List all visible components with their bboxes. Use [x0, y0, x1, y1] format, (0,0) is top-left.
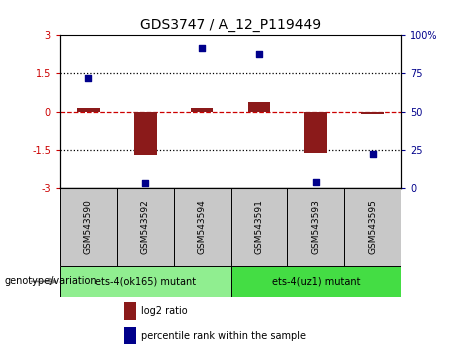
Point	[142, 180, 149, 186]
Point	[85, 75, 92, 81]
Text: GSM543593: GSM543593	[311, 199, 320, 254]
Text: genotype/variation: genotype/variation	[5, 276, 97, 286]
Text: percentile rank within the sample: percentile rank within the sample	[141, 331, 306, 341]
Bar	[60, 266, 230, 297]
Text: GSM543594: GSM543594	[198, 199, 207, 254]
Bar	[304, 112, 327, 153]
Text: log2 ratio: log2 ratio	[141, 306, 187, 316]
Bar	[124, 302, 136, 320]
Bar	[230, 188, 287, 266]
Bar	[134, 112, 157, 155]
Text: ets-4(uz1) mutant: ets-4(uz1) mutant	[272, 276, 360, 286]
Text: GSM543591: GSM543591	[254, 199, 263, 254]
Bar	[361, 112, 384, 114]
Point	[255, 51, 263, 57]
Bar	[344, 188, 401, 266]
Text: GSM543595: GSM543595	[368, 199, 377, 254]
Bar	[230, 266, 401, 297]
Title: GDS3747 / A_12_P119449: GDS3747 / A_12_P119449	[140, 18, 321, 32]
Bar	[287, 188, 344, 266]
Point	[198, 45, 206, 50]
Text: GSM543592: GSM543592	[141, 199, 150, 254]
Point	[369, 151, 376, 157]
Bar	[60, 188, 117, 266]
Text: ets-4(ok165) mutant: ets-4(ok165) mutant	[95, 276, 196, 286]
Bar	[174, 188, 230, 266]
Text: GSM543590: GSM543590	[84, 199, 93, 254]
Bar	[124, 327, 136, 344]
Bar	[117, 188, 174, 266]
Bar	[77, 108, 100, 112]
Bar	[191, 108, 213, 112]
Point	[312, 179, 319, 184]
Bar	[248, 102, 270, 112]
